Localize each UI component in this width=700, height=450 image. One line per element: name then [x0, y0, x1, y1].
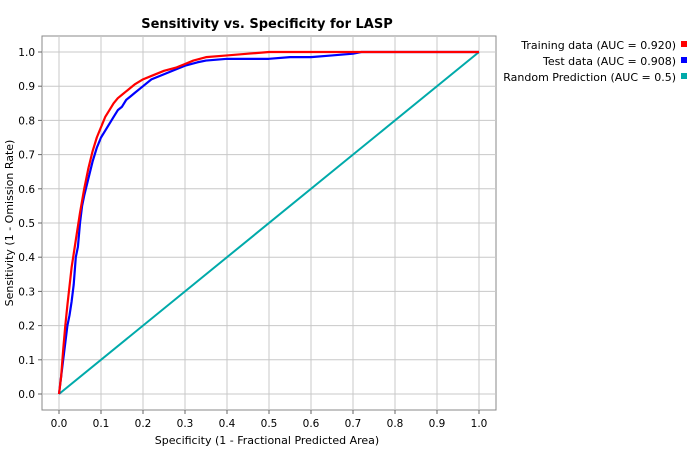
y-tick-label: 0.0 [18, 389, 35, 401]
tick-layer: 0.0 0.1 0.2 0.3 0.4 0.5 0.6 0.7 0.8 0.9 1.0 0.0 0.1 0… [18, 47, 487, 430]
legend-label: Test data (AUC = 0.908) [542, 55, 676, 68]
series-line-0 [57, 50, 479, 395]
x-tick-label: 0.2 [135, 418, 152, 430]
legend-swatch [681, 41, 687, 47]
y-tick-label: 0.3 [18, 286, 35, 298]
y-tick-label: 0.8 [18, 115, 35, 127]
x-tick-label: 0.5 [261, 418, 278, 430]
x-tick-label: 0.9 [429, 418, 446, 430]
y-tick-label: 0.9 [18, 81, 35, 93]
x-tick-label: 1.0 [471, 418, 488, 430]
series-layer [57, 50, 480, 395]
series-line-1 [57, 50, 479, 395]
x-axis-label: Specificity (1 - Fractional Predicted Ar… [155, 434, 379, 447]
y-tick-label: 0.1 [18, 355, 35, 367]
x-tick-label: 0.1 [93, 418, 110, 430]
legend-swatch [681, 57, 687, 63]
x-tick-label: 0.4 [219, 418, 236, 430]
y-tick-label: 0.4 [18, 252, 35, 264]
x-tick-label: 0.0 [51, 418, 68, 430]
legend-label: Random Prediction (AUC = 0.5) [503, 71, 676, 84]
y-tick-label: 1.0 [18, 47, 35, 59]
x-tick-label: 0.3 [177, 418, 194, 430]
legend-label: Training data (AUC = 0.920) [520, 39, 676, 52]
grid-layer [42, 36, 496, 410]
x-tick-label: 0.8 [387, 418, 404, 430]
y-tick-label: 0.5 [18, 218, 35, 230]
series-line-2 [58, 51, 480, 395]
y-tick-label: 0.7 [18, 150, 35, 162]
y-tick-label: 0.2 [18, 321, 35, 333]
legend-swatch [681, 73, 687, 79]
legend: Training data (AUC = 0.920) Test data (AU… [503, 39, 687, 84]
x-tick-label: 0.7 [345, 418, 362, 430]
x-tick-label: 0.6 [303, 418, 320, 430]
y-tick-label: 0.6 [18, 184, 35, 196]
y-axis-label: Sensitivity (1 - Omission Rate) [3, 140, 16, 307]
chart-title: Sensitivity vs. Specificity for LASP [141, 17, 393, 32]
